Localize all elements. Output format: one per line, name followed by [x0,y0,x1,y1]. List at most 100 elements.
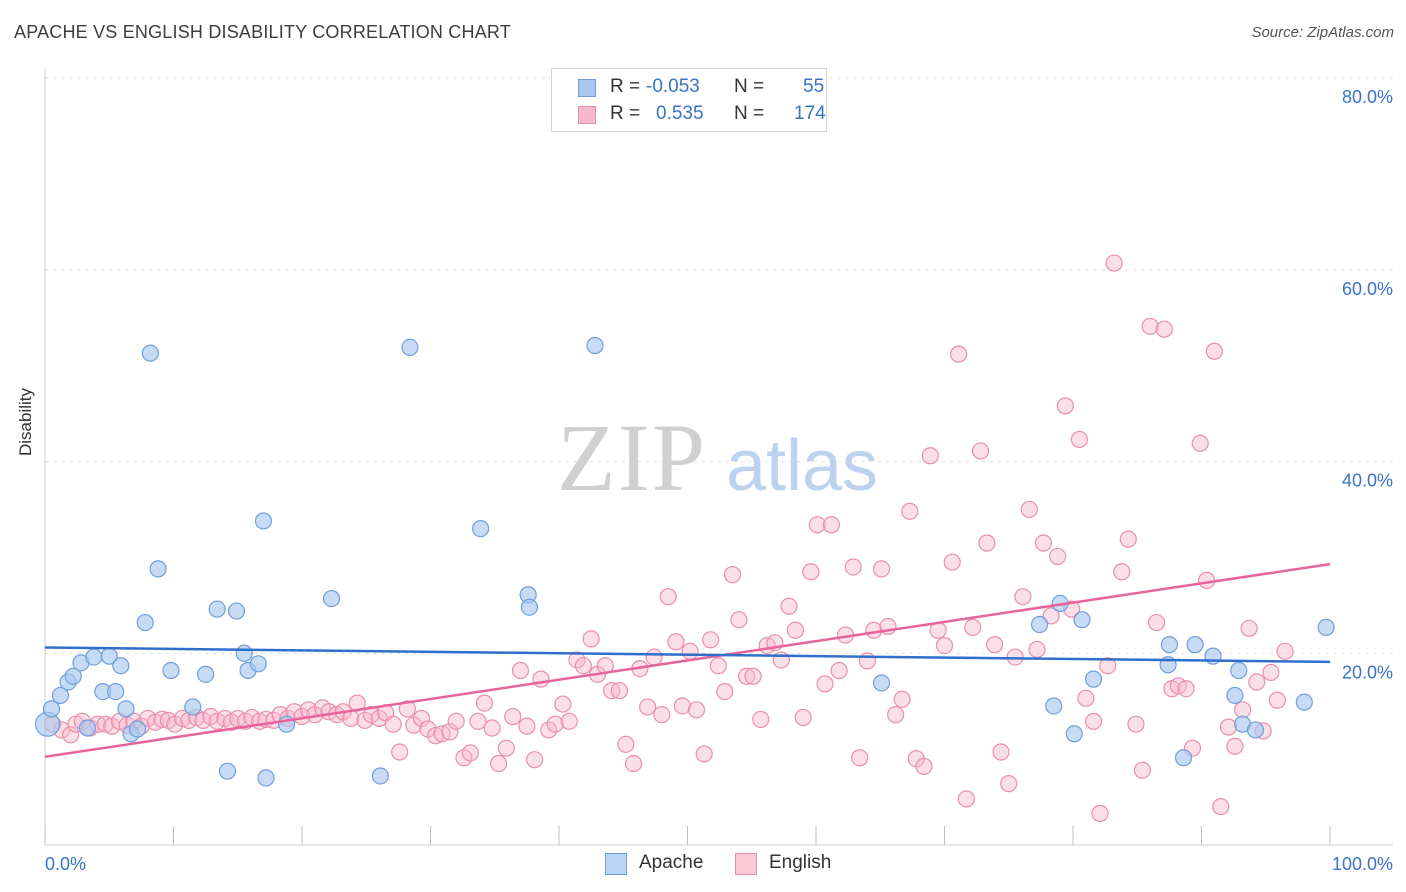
english-point [1127,715,1145,733]
english-point [702,631,720,649]
english-point [483,719,501,737]
apache-point [149,560,167,578]
apache-point [254,512,273,530]
english-point [356,711,374,729]
english-point [1155,320,1173,338]
apache-point [218,762,237,780]
english-point [752,710,770,729]
english-point [1226,737,1244,755]
english-point [1240,619,1258,637]
apache-point [136,613,154,632]
english-point [1268,691,1286,709]
english-point [921,447,939,465]
english-point [744,667,762,685]
apache-point [235,644,253,662]
english-point [1147,613,1166,632]
english-point [497,739,515,757]
english-point [780,597,798,615]
english-point [1133,761,1151,779]
english-point [992,743,1010,761]
apache-point [520,598,539,616]
english-point [1056,397,1074,415]
english-point [441,723,459,741]
apache-point [1084,670,1103,688]
apache-point [51,686,70,705]
english-point [950,345,968,363]
english-point [971,442,990,460]
english-point [808,516,826,534]
english-point [610,682,628,700]
english-point [639,698,657,716]
legend-n-label: N = [734,76,765,97]
english-point [830,661,848,680]
english-point [802,563,820,581]
english-point [738,667,756,685]
english-point [153,710,171,729]
english-point [645,648,663,666]
apache-point [1073,611,1091,629]
english-point [865,621,883,639]
english-point [1113,563,1131,581]
apache-point [257,769,275,787]
apache-point [128,720,147,738]
english-point [1262,663,1280,682]
english-point [1042,607,1060,625]
apache-point [1186,636,1204,654]
english-point [1070,430,1089,449]
english-point [560,712,578,730]
apache-point [401,338,419,357]
apache-point [197,665,215,683]
apache-point [1065,725,1083,743]
apache-swatch [578,79,596,97]
english-point [1028,640,1046,659]
english-point [901,502,919,520]
y-axis-label: Disability [16,387,35,456]
apache-point [112,657,130,675]
english-point [490,754,508,773]
english-point [730,611,748,629]
english-point [1048,547,1067,566]
english-point [1000,775,1018,793]
english-point [915,757,933,775]
apache-legend-label: Apache [639,852,704,873]
apache-point [1246,721,1265,739]
apache-point [227,602,246,620]
english-point [412,709,431,728]
apache-point [184,698,202,716]
english-point [574,657,593,675]
apache-point [1174,749,1193,767]
english-point [957,790,975,808]
english-point [681,642,699,660]
english-point [893,690,911,708]
apache-point [1226,686,1244,705]
english-point [935,636,954,655]
english-point [1084,712,1103,730]
english-n-value: 174 [794,103,826,124]
english-point [887,706,905,724]
english-point [62,726,80,744]
english-point [96,715,114,733]
grid-lines [45,77,1393,654]
y-tick-label: 40.0% [1342,471,1393,491]
english-point [384,715,402,733]
english-r-value: 0.535 [656,103,704,124]
apache-trend-line [44,646,1331,664]
english-point [723,566,742,584]
english-point [772,651,790,669]
english-point [469,712,487,730]
apache-point [64,667,82,685]
english-point [504,707,522,726]
watermark: ZIP atlas [557,404,878,511]
english-point [653,706,671,724]
apache-point [1030,615,1049,634]
english-point [518,717,536,735]
english-legend-swatch [735,853,757,875]
english-point [1105,254,1123,272]
english-trend-line [44,562,1331,759]
english-point [1219,718,1238,736]
english-series [44,254,1294,822]
english-point [822,516,841,534]
english-point [695,745,713,763]
trend-lines [44,562,1331,759]
english-point [1234,701,1252,719]
